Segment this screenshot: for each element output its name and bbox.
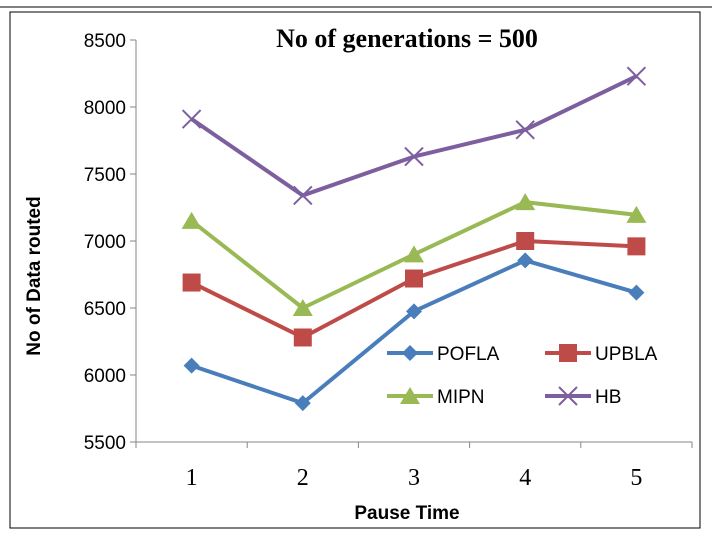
legend-marker-mipn: [400, 387, 420, 404]
data-point-upbla: [293, 328, 312, 347]
legend-item-pofla: POFLA: [387, 344, 500, 365]
series-mipn: [181, 193, 647, 316]
legend-marker-hb-stroke: [558, 386, 578, 406]
y-tick-label: 8000: [84, 98, 126, 119]
legend-marker-pofla: [402, 345, 418, 361]
x-tick-label: 1: [186, 465, 198, 491]
data-point-mipn: [515, 193, 536, 211]
data-point-hb-stroke: [626, 66, 647, 86]
x-tick-label: 2: [297, 465, 309, 491]
legend-label-pofla: POFLA: [437, 344, 500, 365]
x-tick-label: 3: [408, 465, 420, 491]
data-point-hb: [515, 120, 535, 140]
data-point-hb-stroke: [181, 109, 202, 129]
data-point-mipn: [292, 299, 313, 316]
data-point-upbla: [627, 237, 646, 256]
y-tick-label: 6500: [84, 299, 126, 320]
data-point-mipn: [181, 211, 202, 229]
data-point-hb-stroke: [515, 120, 535, 140]
legend-label-hb: HB: [595, 387, 621, 408]
x-axis-title: Pause Time: [354, 503, 459, 524]
x-tick-label: 4: [519, 465, 531, 491]
axes: 5500 6000 6500 7000 7500 8000 8500 1 2 3 4 5: [84, 31, 693, 491]
data-point-mipn: [404, 245, 424, 263]
series-layer: [181, 66, 647, 412]
legend-label-upbla: UPBLA: [595, 344, 658, 365]
legend-item-mipn: MIPN: [387, 387, 485, 408]
data-point-pofla: [517, 252, 534, 269]
y-tick-label: 6000: [84, 366, 126, 387]
data-point-hb-stroke: [293, 185, 313, 206]
y-tick-label: 7000: [84, 232, 126, 253]
data-point-hb: [181, 109, 202, 129]
data-point-hb: [404, 146, 424, 167]
data-point-pofla: [406, 303, 422, 320]
legend-marker-upbla: [559, 344, 577, 362]
y-tick-label: 8500: [84, 31, 126, 52]
data-point-hb-stroke: [404, 146, 424, 167]
legend-item-upbla: UPBLA: [545, 344, 658, 365]
y-axis-title: No of Data routed: [24, 196, 45, 355]
data-point-mipn: [626, 205, 647, 223]
y-tick-label: 5500: [84, 433, 126, 454]
data-point-upbla: [182, 273, 201, 292]
legend-item-hb: HB: [545, 386, 621, 408]
data-point-hb: [293, 185, 313, 206]
legend-label-mipn: MIPN: [437, 387, 485, 408]
legend: POFLA UPBLA MIPN HB: [387, 344, 658, 408]
data-point-hb: [626, 66, 647, 86]
series-upbla: [182, 232, 646, 347]
chart-title: No of generations = 500: [276, 24, 538, 53]
data-point-pofla: [294, 395, 311, 412]
y-tick-label: 7500: [84, 165, 126, 186]
x-tick-label: 5: [630, 465, 642, 491]
series-hb: [181, 66, 647, 206]
series-pofla: [183, 252, 645, 412]
data-point-pofla: [183, 357, 200, 374]
legend-marker-hb: [558, 386, 578, 406]
data-point-upbla: [405, 269, 423, 288]
data-point-pofla: [628, 284, 645, 301]
data-point-upbla: [516, 232, 535, 250]
